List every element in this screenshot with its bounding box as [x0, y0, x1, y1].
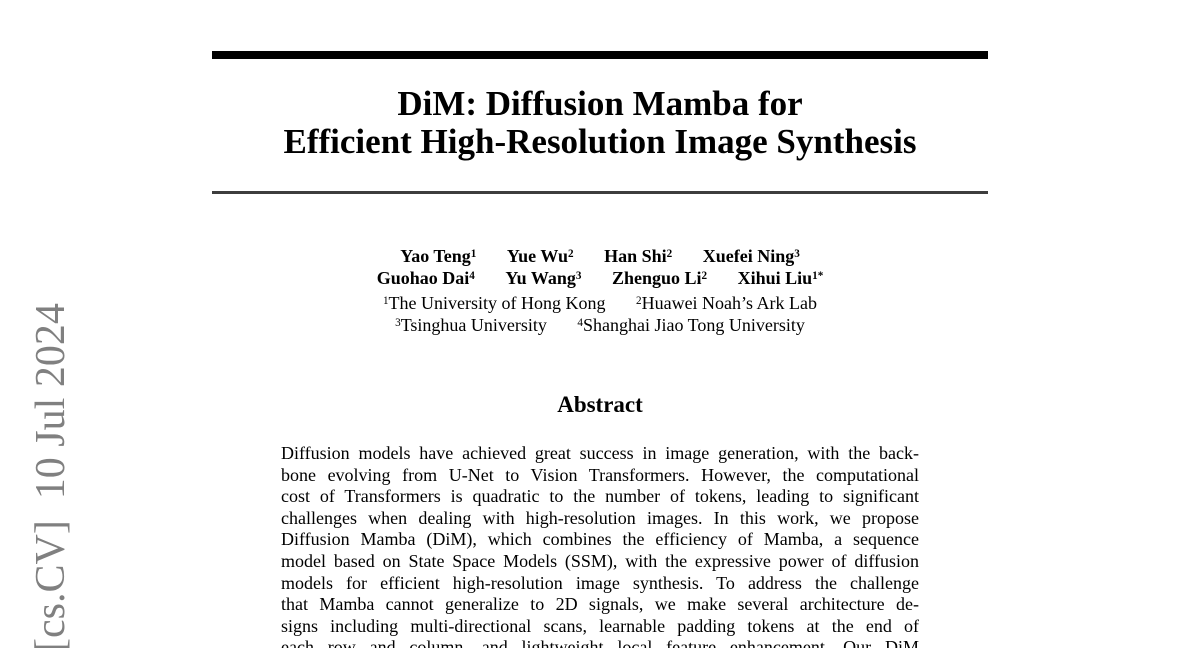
author-sup: 4	[469, 269, 475, 282]
arxiv-watermark: [cs.CV] 10 Jul 2024	[28, 303, 74, 648]
paper-title: DiM: Diffusion Mamba for Efficient High-…	[212, 85, 988, 161]
author-name: Xuefei Ning	[702, 246, 795, 266]
affiliation: 4Shanghai Jiao Tong University	[577, 315, 804, 335]
author: Guohao Dai4	[377, 268, 475, 288]
affiliation-name: The University of Hong Kong	[388, 293, 606, 313]
author-sup: 3	[794, 247, 800, 260]
title-line-1: DiM: Diffusion Mamba for	[397, 84, 803, 123]
author-name: Zhenguo Li	[611, 268, 702, 288]
author-sup: 1	[470, 247, 477, 260]
affiliation-name: Tsinghua University	[400, 315, 547, 335]
author: Xihui Liu1*	[738, 268, 824, 288]
author: Yue Wu2	[507, 246, 574, 266]
author: Yao Teng1	[400, 246, 476, 266]
authors-row-2: Guohao Dai4 Yu Wang3 Zhenguo Li2 Xihui L…	[100, 267, 1100, 289]
affiliation: 1The University of Hong Kong	[383, 293, 606, 313]
affiliation: 3Tsinghua University	[395, 315, 547, 335]
affiliations-row-2: 3Tsinghua University 4Shanghai Jiao Tong…	[100, 314, 1100, 336]
author-name: Yue Wu	[506, 246, 569, 266]
author: Zhenguo Li2	[612, 268, 707, 288]
abstract-line: cost of Transformers is quadratic to the…	[281, 486, 919, 507]
authors-row-1: Yao Teng1 Yue Wu2 Han Shi2 Xuefei Ning3	[100, 245, 1100, 267]
author-name: Yu Wang	[505, 268, 576, 288]
affiliation-name: Huawei Noah’s Ark Lab	[641, 293, 818, 313]
abstract-line: signs including multi-directional scans,…	[281, 615, 919, 636]
affiliation-sup: 3	[395, 316, 401, 329]
affiliation: 2Huawei Noah’s Ark Lab	[636, 293, 817, 313]
abstract-heading: Abstract	[557, 392, 643, 417]
author: Xuefei Ning3	[703, 246, 800, 266]
abstract-line: Diffusion Mamba (DiM), which combines th…	[281, 529, 919, 550]
affiliation-sup: 2	[636, 294, 642, 307]
authors-block: Yao Teng1 Yue Wu2 Han Shi2 Xuefei Ning3 …	[100, 245, 1100, 336]
affiliation-sup: 1	[382, 294, 389, 307]
title-rule-bottom	[212, 191, 988, 194]
abstract-line: challenges when dealing with high-resolu…	[281, 507, 919, 528]
author-sup: 1*	[812, 269, 824, 282]
abstract-line: bone evolving from U-Net to Vision Trans…	[281, 464, 919, 485]
abstract-line: each row and column, and lightweight loc…	[281, 637, 919, 648]
author-name: Han Shi	[604, 246, 667, 266]
abstract-line: Diffusion models have achieved great suc…	[281, 443, 919, 463]
abstract-line: model based on State Space Models (SSM),…	[281, 550, 919, 571]
affiliations-row-1: 1The University of Hong Kong 2Huawei Noa…	[100, 292, 1100, 314]
author-sup: 2	[666, 247, 673, 260]
affiliation-name: Shanghai Jiao Tong University	[583, 315, 805, 335]
author-name: Guohao Dai	[376, 268, 470, 288]
title-rule-top	[212, 51, 988, 59]
author: Han Shi2	[604, 246, 672, 266]
author-name: Yao Teng	[400, 246, 471, 266]
author-name: Xihui Liu	[737, 268, 813, 288]
author-sup: 2	[568, 247, 574, 260]
author-sup: 3	[575, 269, 582, 282]
author: Yu Wang3	[505, 268, 581, 288]
abstract-line: models for efficient high-resolution ima…	[281, 572, 919, 593]
title-line-2: Efficient High-Resolution Image Synthesi…	[283, 122, 917, 161]
abstract-body: Diffusion models have achieved great suc…	[281, 443, 919, 648]
abstract-line: that Mamba cannot generalize to 2D signa…	[281, 594, 919, 615]
author-sup: 2	[701, 269, 708, 282]
affiliation-sup: 4	[577, 316, 583, 329]
